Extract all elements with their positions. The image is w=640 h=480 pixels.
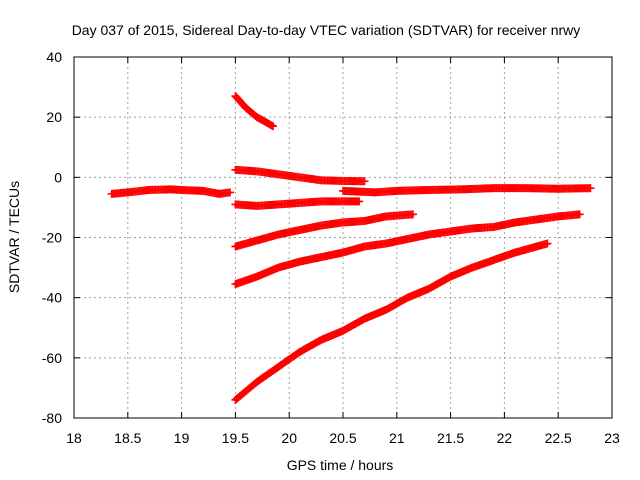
- data-series: [231, 92, 278, 131]
- x-tick-label: 21: [389, 430, 405, 446]
- data-series: [231, 165, 369, 186]
- data-point: [226, 188, 235, 197]
- data-series: [231, 210, 584, 289]
- y-tick-label: 40: [46, 49, 62, 65]
- y-tick-label: 0: [54, 169, 62, 185]
- data-point: [355, 197, 364, 206]
- data-point: [408, 210, 417, 219]
- chart-title: Day 037 of 2015, Sidereal Day-to-day VTE…: [72, 22, 581, 38]
- data-series: [107, 185, 235, 198]
- data-series: [231, 210, 417, 251]
- data-points: [107, 92, 595, 404]
- x-tick-label: 20.5: [329, 430, 356, 446]
- x-tick-label: 21.5: [437, 430, 464, 446]
- x-tick-label: 20: [281, 430, 297, 446]
- y-tick-label: -40: [42, 290, 62, 306]
- x-tick-label: 18.5: [114, 430, 141, 446]
- data-point: [575, 210, 584, 219]
- y-tick-label: -80: [42, 410, 62, 426]
- y-axis-label: SDTVAR / TECUs: [6, 181, 22, 293]
- data-point: [269, 122, 278, 131]
- x-tick-label: 22.5: [545, 430, 572, 446]
- x-tick-label: 22: [497, 430, 513, 446]
- data-series: [231, 197, 364, 210]
- x-tick-label: 19.5: [222, 430, 249, 446]
- x-tick-label: 18: [66, 430, 82, 446]
- axis-ticks: 18 18.5 19 19.5 20 20.5 21 21.5 22 22.5 23 -80 -60 -4…: [42, 49, 620, 446]
- data-series: [339, 184, 595, 197]
- data-series: [231, 239, 552, 404]
- grid: [74, 57, 612, 418]
- y-tick-label: 20: [46, 109, 62, 125]
- y-tick-label: -60: [42, 350, 62, 366]
- data-point: [360, 177, 369, 186]
- data-point: [586, 184, 595, 193]
- x-tick-label: 19: [174, 430, 190, 446]
- x-axis-label: GPS time / hours: [287, 457, 394, 473]
- x-tick-label: 23: [604, 430, 620, 446]
- y-tick-label: -20: [42, 230, 62, 246]
- data-point: [543, 239, 552, 248]
